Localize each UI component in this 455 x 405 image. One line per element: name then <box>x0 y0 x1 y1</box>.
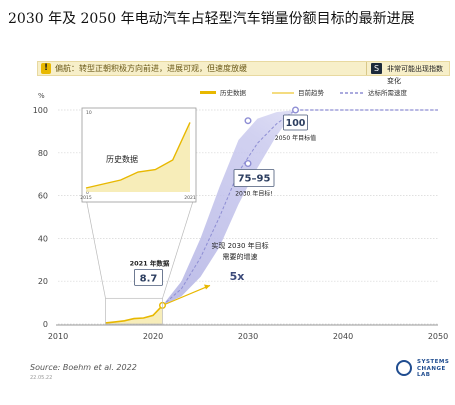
status-divider <box>366 62 367 75</box>
warning-icon: ! <box>41 63 51 74</box>
footer-source: Source: Boehm et al. 2022 <box>30 363 137 372</box>
inset-x-tick-label: 2021 <box>184 195 196 201</box>
legend-label-historical: 历史数据 <box>220 88 247 97</box>
annotation-target-value: 100 <box>286 118 306 129</box>
annotation-growth-line1: 实现 2030 年目标 <box>211 241 268 250</box>
inset-area <box>86 122 190 192</box>
annotation-growth-value: 5x <box>230 270 245 283</box>
annotation-2030-box <box>233 169 275 187</box>
y-tick-label: 80 <box>38 149 48 158</box>
legend-label-trend: 目前趋势 <box>298 88 325 97</box>
source-text: Boehm et al. 2022 <box>62 363 137 372</box>
annotation-2021-box <box>134 268 163 286</box>
x-tick-label: 2050 <box>428 332 448 341</box>
x-tick-label: 2020 <box>143 332 163 341</box>
y-tick-label: 40 <box>38 234 48 243</box>
trend-arrow-head <box>204 284 210 290</box>
x-tick-label: 2040 <box>333 332 353 341</box>
inset-chart: 0 10 2015 2021 历史数据 <box>80 107 197 325</box>
required-speed-band <box>162 110 438 306</box>
logo-line: LAB <box>417 372 431 378</box>
legend-label-required: 达标所需速度 <box>368 88 408 97</box>
inset-line <box>85 122 191 189</box>
historical-line <box>105 304 164 324</box>
x-tick-label: 2030 <box>238 332 258 341</box>
point-2035 <box>292 106 300 114</box>
inset-connector-right <box>162 197 195 299</box>
status-right-label: 非常可能出现指数变化 <box>387 65 443 85</box>
legend-swatch-historical <box>200 91 216 94</box>
status-text: 偏航：转型正朝积极方向前进，进展可观，但速度放缓 <box>55 64 247 73</box>
trend-line <box>162 284 211 306</box>
annotation-2030-label: 2030 年目标! <box>235 190 273 198</box>
systems-change-lab-logo: SYSTEMS CHANGE LAB <box>396 356 452 382</box>
footer-date: 22.05.22 <box>30 375 53 381</box>
chart-annotations: 2021 年数据 8.7 75–95 2030 年目标! 100 2050 年目标值实现 … <box>130 114 316 286</box>
y-tick-label: 20 <box>38 277 48 286</box>
inset-x-tick-label: 2015 <box>80 195 92 201</box>
inset-connector-left <box>85 197 106 299</box>
y-axis-label: % <box>38 92 45 100</box>
status-bar: ! 偏航：转型正朝积极方向前进，进展可观，但速度放缓 S 非常可能出现指数变化 <box>37 61 450 85</box>
logo-line: SYSTEMS <box>417 359 450 365</box>
y-tick-label: 100 <box>33 106 48 115</box>
annotation-2021-label: 2021 年数据 <box>130 258 170 267</box>
page-title: 2030 年及 2050 年电动汽车占轻型汽车销量份额目标的最新进展 <box>8 11 415 27</box>
inset-y-tick-label: 0 <box>86 190 89 196</box>
y-tick-label: 60 <box>38 192 48 201</box>
inset-y-tick-label: 10 <box>86 110 92 116</box>
logo-line: CHANGE <box>417 365 446 372</box>
annotation-2030-value: 75–95 <box>238 174 271 185</box>
s-curve-icon: S <box>371 63 382 74</box>
point-2030-lower <box>244 159 252 167</box>
inset-title: 历史数据 <box>106 154 138 164</box>
historical-area <box>105 305 163 324</box>
x-tick-label: 2010 <box>48 332 68 341</box>
logo-text: SYSTEMS CHANGE LAB <box>417 359 449 379</box>
annotation-target-box <box>283 114 308 131</box>
chart-legend: 历史数据 目前趋势 达标所需速度 <box>200 88 408 97</box>
point-2030-upper <box>244 117 252 125</box>
annotation-target-label: 2050 年目标值 <box>275 134 316 142</box>
inset-zoom-region <box>105 297 163 325</box>
annotation-growth-line2: 需要的增速 <box>223 252 258 261</box>
logo-ring-icon <box>396 360 412 376</box>
required-speed-line <box>162 109 438 306</box>
source-label: Source: <box>30 363 61 372</box>
annotation-2021-value: 8.7 <box>140 273 158 284</box>
y-tick-label: 0 <box>43 320 48 329</box>
